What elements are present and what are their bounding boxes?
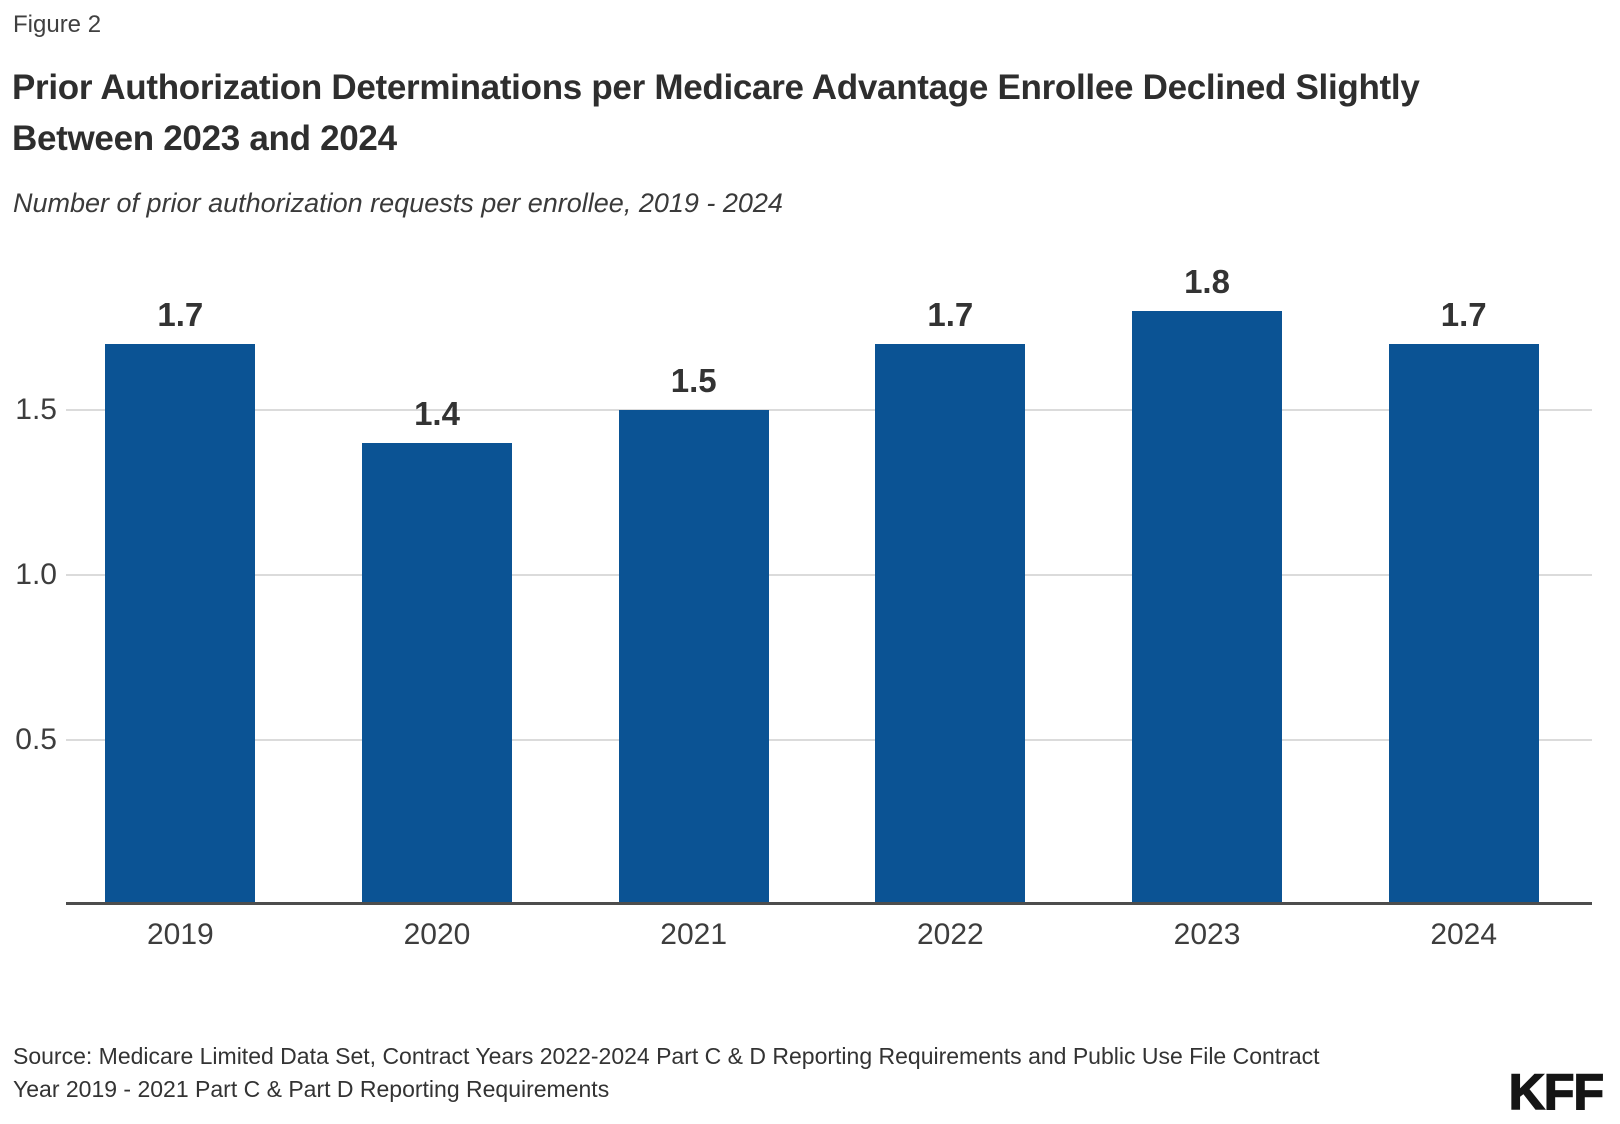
x-tick-label: 2019 [146, 918, 214, 951]
bar-2019 [105, 344, 256, 905]
bar-value-label: 1.7 [927, 296, 974, 333]
gridline [66, 739, 1592, 741]
x-tick-label: 2021 [660, 918, 728, 951]
x-tick-label: 2022 [916, 918, 984, 951]
bar-slot: 1.7 [52, 296, 309, 905]
source-line: Year 2019 - 2021 Part C & Part D Reporti… [13, 1076, 610, 1102]
x-tick-label: 2023 [1173, 918, 1241, 951]
bar-2023 [1132, 311, 1283, 905]
x-axis-line [66, 902, 1592, 905]
bar-2021 [618, 410, 769, 905]
bars-layer: 1.7 1.4 1.5 1.7 1.8 1.7 [52, 250, 1592, 905]
bar-value-label: 1.7 [1440, 296, 1487, 333]
bar-slot: 1.7 [1335, 296, 1592, 905]
chart-title: Prior Authorization Determinations per M… [12, 68, 1420, 158]
bar-slot: 1.4 [309, 395, 566, 905]
bar-2024 [1388, 344, 1539, 905]
chart-subtitle: Number of prior authorization requests p… [13, 188, 783, 218]
gridline [66, 574, 1592, 576]
x-tick-label: 2020 [403, 918, 471, 951]
bar-slot: 1.5 [565, 362, 822, 905]
bar-2020 [362, 443, 512, 905]
bar-value-label: 1.8 [1184, 263, 1230, 300]
bar-value-label: 1.7 [157, 296, 204, 333]
bar-value-label: 1.5 [670, 362, 717, 399]
bar-value-label: 1.4 [414, 395, 460, 432]
y-tick-label: 0.5 [15, 723, 57, 756]
bar-slot: 1.7 [822, 296, 1079, 905]
figure-label: Figure 2 [13, 11, 102, 38]
y-tick-label: 1.0 [15, 558, 57, 591]
source-note: Source: Medicare Limited Data Set, Contr… [13, 1040, 1320, 1106]
x-axis-labels: 2019 2020 2021 2022 2023 2024 [52, 918, 1592, 952]
y-tick-label: 1.5 [15, 393, 57, 426]
x-tick-label: 2024 [1430, 918, 1498, 951]
bar-2022 [875, 344, 1026, 905]
source-line: Source: Medicare Limited Data Set, Contr… [13, 1043, 1320, 1069]
bar-slot: 1.8 [1079, 263, 1336, 905]
gridline [66, 409, 1592, 411]
plot-area: 1.7 1.4 1.5 1.7 1.8 1.7 [52, 250, 1592, 905]
kff-logo: KFF [1508, 1063, 1605, 1121]
